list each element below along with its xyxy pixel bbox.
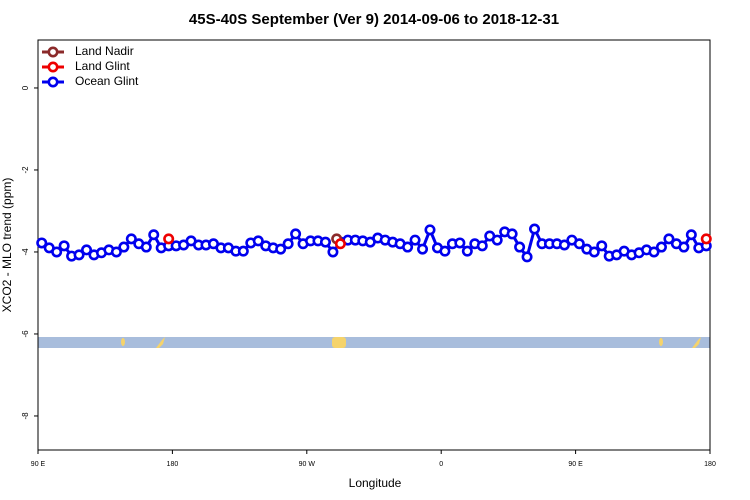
data-point: [685, 229, 697, 241]
data-point: [409, 234, 421, 246]
data-point: [334, 238, 346, 250]
legend-label: Ocean Glint: [75, 74, 139, 88]
data-point: [36, 237, 48, 249]
data-point: [558, 239, 570, 251]
data-point: [140, 241, 152, 253]
x-tick-label: 180: [167, 461, 179, 468]
x-tick-label: 0: [439, 461, 443, 468]
data-point: [700, 233, 712, 245]
x-axis-label: Longitude: [349, 476, 402, 490]
data-point: [461, 245, 473, 257]
data-point: [118, 241, 130, 253]
data-point: [163, 233, 175, 245]
data-point: [110, 246, 122, 258]
data-point: [596, 240, 608, 252]
data-point: [506, 228, 518, 240]
y-tick-label: -2: [21, 166, 30, 174]
x-tick-label: 90 W: [299, 461, 316, 468]
x-tick-label: 90 E: [31, 461, 46, 468]
data-point: [290, 228, 302, 240]
data-point: [402, 241, 414, 253]
data-point: [573, 238, 585, 250]
y-axis-label: XCO2 - MLO trend (ppm): [0, 178, 14, 313]
x-tick-label: 90 E: [568, 461, 583, 468]
data-point: [282, 238, 294, 250]
map-strip: [38, 337, 710, 348]
data-point: [655, 241, 667, 253]
data-point: [648, 246, 660, 258]
data-point: [319, 236, 331, 248]
y-tick-label: -4: [21, 248, 30, 256]
legend-marker: [47, 61, 59, 73]
data-point: [275, 243, 287, 255]
data-point: [476, 240, 488, 252]
data-point: [327, 246, 339, 258]
data-point: [417, 243, 429, 255]
legend-marker: [47, 76, 59, 88]
data-point: [454, 237, 466, 249]
data-point: [514, 241, 526, 253]
data-point: [51, 246, 63, 258]
data-point: [491, 234, 503, 246]
legend-marker: [47, 46, 59, 58]
data-point: [521, 251, 533, 263]
data-point: [73, 249, 85, 261]
data-point: [148, 229, 160, 241]
data-point: [58, 240, 70, 252]
y-tick-label: 0: [21, 85, 30, 90]
legend-label: Land Nadir: [75, 44, 134, 58]
legend-label: Land Glint: [75, 59, 130, 73]
data-point: [588, 246, 600, 258]
chart-title: 45S-40S September (Ver 9) 2014-09-06 to …: [189, 11, 559, 28]
data-point: [439, 245, 451, 257]
y-tick-label: -8: [21, 412, 30, 420]
data-point: [663, 233, 675, 245]
data-point: [424, 224, 436, 236]
y-tick-label: -6: [21, 330, 30, 338]
data-point: [81, 244, 93, 256]
data-point: [678, 241, 690, 253]
x-tick-label: 180: [704, 461, 716, 468]
data-point: [237, 245, 249, 257]
data-point: [252, 235, 264, 247]
data-point: [529, 223, 541, 235]
data-point: [125, 233, 137, 245]
